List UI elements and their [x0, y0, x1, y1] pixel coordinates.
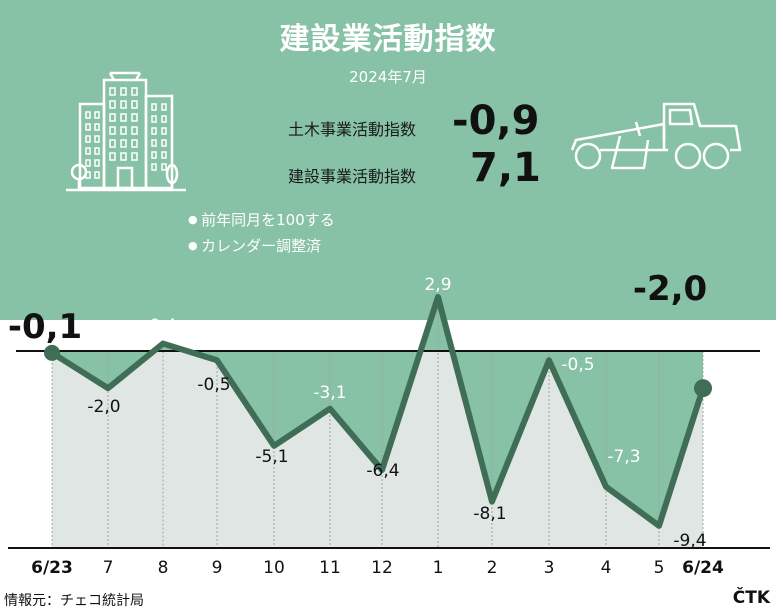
data-label: -0,1	[8, 307, 82, 347]
x-tick-label: 6/24	[682, 558, 724, 578]
data-label: -5,1	[255, 447, 288, 467]
x-tick-label: 2	[487, 558, 498, 578]
data-label: -3,1	[313, 383, 346, 403]
x-tick-label: 7	[103, 558, 114, 578]
note-calendar-adjusted: カレンダー調整済	[188, 235, 321, 256]
chart-title: 建設業活動指数	[279, 22, 497, 57]
x-tick-label: 4	[601, 558, 612, 578]
kpi-value-civil: -0,9	[452, 98, 540, 144]
road-grader-icon	[570, 102, 742, 170]
x-tick-label: 10	[263, 558, 285, 578]
data-label: -0,5	[561, 355, 594, 375]
x-tick-label: 5	[654, 558, 665, 578]
x-tick-label: 9	[212, 558, 223, 578]
series-line	[50, 294, 706, 529]
data-label: 0,4	[149, 316, 176, 336]
kpi-value-building: 7,1	[470, 145, 541, 191]
x-tick-label: 1	[433, 558, 444, 578]
x-tick-label: 6/23	[31, 558, 73, 578]
source-note: 情報元：チェコ統計局	[4, 593, 144, 609]
data-label: -2,0	[87, 397, 120, 417]
x-tick-label: 12	[371, 558, 393, 578]
x-tick-label: 8	[158, 558, 169, 578]
data-label: -9,4	[673, 531, 706, 551]
x-tick-label: 11	[319, 558, 341, 578]
kpi-label-civil: 土木事業活動指数	[288, 120, 417, 139]
chart-subtitle: 2024年7月	[349, 68, 427, 86]
note-base-year: 前年同月を100する	[188, 209, 335, 230]
data-label: 2,9	[424, 275, 451, 295]
data-label: -7,3	[607, 447, 640, 467]
building-icon	[66, 71, 186, 192]
data-label: -0,5	[197, 375, 230, 395]
start-point	[44, 344, 60, 361]
data-label: -8,1	[473, 504, 506, 524]
data-label: -2,0	[633, 269, 707, 309]
x-tick-label: 3	[544, 558, 555, 578]
deviation-fill	[52, 297, 703, 526]
kpi-label-building: 建設事業活動指数	[288, 167, 417, 186]
data-label: -6,4	[366, 461, 399, 481]
agency-logo: ČTK	[732, 588, 770, 608]
end-point	[694, 379, 712, 398]
